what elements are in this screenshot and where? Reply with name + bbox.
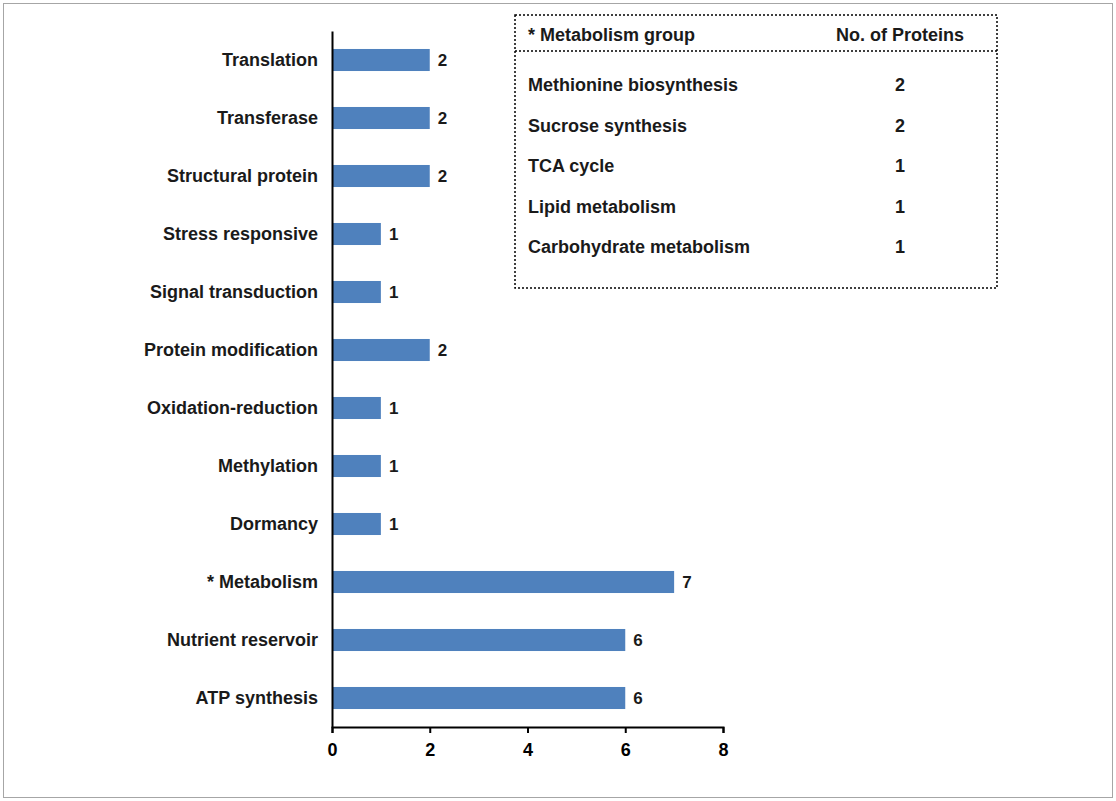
table-header: No. of Proteins [836, 25, 964, 45]
table-cell: 1 [895, 197, 905, 217]
table-cell: Carbohydrate metabolism [528, 237, 750, 257]
bar [332, 397, 381, 419]
data-label: 2 [438, 109, 447, 128]
table-cell: 2 [895, 75, 905, 95]
y-tick: Protein modification [144, 340, 332, 360]
data-label: 6 [633, 689, 642, 708]
y-tick-label: Nutrient reservoir [167, 630, 318, 650]
chart: 0 2 4 6 8 Translation Transferase Structural pr… [0, 0, 1116, 801]
data-label: 2 [438, 51, 447, 70]
data-label: 1 [389, 515, 398, 534]
data-label: 1 [389, 225, 398, 244]
y-axis-line [332, 32, 334, 728]
table-border [515, 15, 997, 288]
y-tick-label: Oxidation-reduction [147, 398, 318, 418]
table-cell: 1 [895, 156, 905, 176]
y-tick-label: ATP synthesis [196, 688, 318, 708]
data-label: 7 [682, 573, 691, 592]
y-tick-label: Methylation [218, 456, 318, 476]
y-tick-label: Structural protein [167, 166, 318, 186]
y-tick: Dormancy [230, 514, 332, 534]
y-tick-label: Dormancy [230, 514, 318, 534]
x-tick: 0 [327, 727, 337, 760]
table-cell: Lipid metabolism [528, 197, 676, 217]
bar [332, 513, 381, 535]
table-cell: 2 [895, 116, 905, 136]
table-cell: 1 [895, 237, 905, 257]
table-cell: TCA cycle [528, 156, 614, 176]
y-tick: Transferase [217, 108, 332, 128]
x-tick-label: 0 [327, 740, 337, 760]
x-tick-mark [429, 727, 431, 733]
y-tick: Oxidation-reduction [147, 398, 332, 418]
x-tick: 2 [425, 727, 435, 760]
x-tick: 6 [621, 727, 631, 760]
x-tick-label: 6 [621, 740, 631, 760]
x-tick: 8 [718, 727, 728, 760]
data-label: 1 [389, 283, 398, 302]
y-tick-label: * Metabolism [207, 572, 318, 592]
x-tick-label: 8 [718, 740, 728, 760]
x-tick-mark [527, 727, 529, 733]
table-cell: Methionine biosynthesis [528, 75, 738, 95]
y-tick-label: Stress responsive [163, 224, 318, 244]
x-tick-label: 2 [425, 740, 435, 760]
data-label: 2 [438, 341, 447, 360]
data-label: 1 [389, 399, 398, 418]
y-axis: Translation Transferase Structural protein… [144, 32, 333, 728]
figure-frame [4, 4, 1113, 798]
x-tick-mark [625, 727, 627, 733]
bar [332, 49, 430, 71]
data-label: 6 [633, 631, 642, 650]
y-tick-label: Protein modification [144, 340, 318, 360]
x-axis: 0 2 4 6 8 [327, 727, 728, 760]
x-tick-label: 4 [523, 740, 533, 760]
bar [332, 339, 430, 361]
x-axis-line [333, 728, 724, 734]
table-header: * Metabolism group [528, 25, 695, 45]
bar [332, 629, 625, 651]
bar [332, 455, 381, 477]
y-tick: Signal transduction [150, 282, 332, 302]
data-label: 2 [438, 167, 447, 186]
y-tick: Nutrient reservoir [167, 630, 332, 650]
x-tick-mark [723, 727, 725, 733]
metabolism-table: * Metabolism group No. of Proteins Methion… [515, 15, 997, 288]
y-tick: ATP synthesis [196, 688, 332, 708]
bar [332, 223, 381, 245]
bar [332, 281, 381, 303]
data-label: 1 [389, 457, 398, 476]
x-tick: 4 [523, 727, 533, 760]
bar [332, 165, 430, 187]
y-tick-label: Transferase [217, 108, 318, 128]
bar [332, 571, 674, 593]
y-tick: * Metabolism [207, 572, 332, 592]
y-tick: Stress responsive [163, 224, 332, 244]
table-cell: Sucrose synthesis [528, 116, 687, 136]
bar [332, 107, 430, 129]
y-tick: Methylation [218, 456, 332, 476]
y-tick: Translation [222, 50, 332, 70]
y-tick-label: Translation [222, 50, 318, 70]
x-tick-mark [332, 727, 334, 733]
y-tick: Structural protein [167, 166, 332, 186]
y-tick-label: Signal transduction [150, 282, 318, 302]
bar [332, 687, 625, 709]
table-header-rule [515, 50, 997, 52]
